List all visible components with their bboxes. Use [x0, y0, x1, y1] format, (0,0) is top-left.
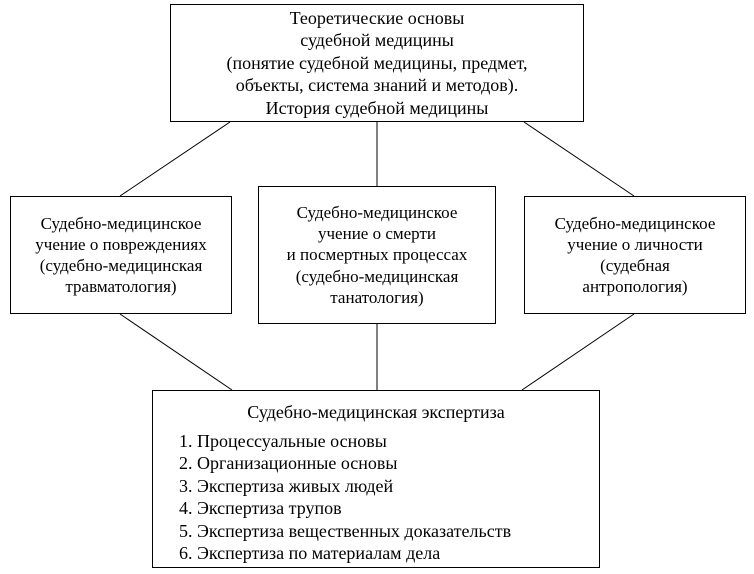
node-line: учение о личности — [525, 234, 745, 255]
node-line: и посмертных процессах — [259, 244, 495, 265]
node-line: учение о смерти — [259, 223, 495, 244]
node-line: (судебно-медицинская — [11, 255, 231, 276]
node-line: Судебно-медицинское — [525, 213, 745, 234]
node-line: учение о повреждениях — [11, 234, 231, 255]
edge-left-bottom — [120, 314, 232, 390]
list-item: Экспертиза трупов — [197, 497, 599, 520]
node-title: Судебно-медицинская экспертиза — [153, 401, 599, 424]
diagram-stage: Теоретические основы судебной медицины (… — [0, 0, 754, 574]
list-item: Экспертиза по материалам дела — [197, 542, 599, 565]
node-line: (понятие судебной медицины, предмет, — [171, 52, 583, 75]
list-item: Экспертиза живых людей — [197, 475, 599, 498]
node-anthropology: Судебно-медицинское учение о личности (с… — [524, 196, 746, 314]
node-line: Судебно-медицинское — [259, 202, 495, 223]
node-line: (судебно-медицинская — [259, 266, 495, 287]
node-line: судебной медицины — [171, 29, 583, 52]
node-traumatology: Судебно-медицинское учение о повреждения… — [10, 196, 232, 314]
node-line: травматология) — [11, 276, 231, 297]
node-line: Судебно-медицинское — [11, 213, 231, 234]
list-item: Экспертиза вещественных доказательств — [197, 520, 599, 543]
node-thanatology: Судебно-медицинское учение о смерти и по… — [258, 186, 496, 324]
node-line: История судебной медицины — [171, 97, 583, 120]
expertise-list: Процессуальные основы Организационные ос… — [153, 430, 599, 565]
edge-top-right — [524, 122, 634, 196]
edge-top-left — [120, 122, 230, 196]
edge-right-bottom — [522, 314, 634, 390]
node-line: танатология) — [259, 287, 495, 308]
list-item: Организационные основы — [197, 452, 599, 475]
node-line: объекты, система знаний и методов). — [171, 74, 583, 97]
node-forensic-expertise: Судебно-медицинская экспертиза Процессуа… — [152, 390, 600, 568]
node-line: антропология) — [525, 276, 745, 297]
node-line: (судебная — [525, 255, 745, 276]
list-item: Процессуальные основы — [197, 430, 599, 453]
node-line: Теоретические основы — [171, 7, 583, 30]
node-theoretical-foundations: Теоретические основы судебной медицины (… — [170, 4, 584, 122]
